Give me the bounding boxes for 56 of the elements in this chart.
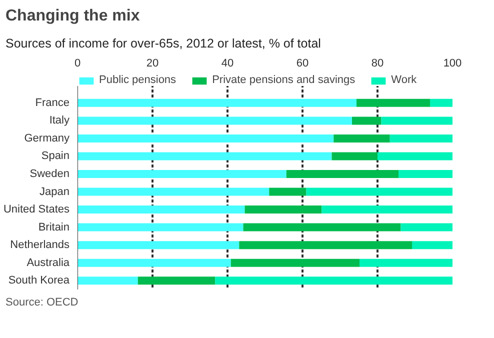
bar — [78, 116, 352, 125]
bar — [239, 241, 412, 250]
source-note: Source: OECD — [6, 296, 78, 308]
bar — [412, 241, 452, 250]
bar — [398, 170, 452, 178]
bar — [78, 152, 332, 160]
y-tick-label: Sweden — [30, 168, 70, 180]
bar — [381, 116, 452, 125]
y-tick-label: Australia — [26, 256, 70, 269]
y-tick-label: Spain — [41, 150, 70, 162]
bar — [430, 98, 452, 107]
bar — [138, 276, 216, 285]
bar — [352, 116, 382, 125]
bar — [244, 206, 322, 214]
chart-subtitle: Sources of income for over-65s, 2012 or latest, % of total — [6, 36, 321, 50]
bar — [78, 223, 244, 232]
y-tick-label: South Korea — [8, 274, 70, 287]
x-tick-label: 100 — [443, 58, 462, 70]
legend-label: Work — [391, 74, 417, 86]
bar — [322, 206, 452, 214]
x-tick-label: 60 — [296, 58, 309, 70]
bar — [78, 170, 286, 178]
bar — [78, 258, 231, 267]
x-tick-label: 80 — [371, 58, 384, 70]
legend-label: Public pensions — [99, 74, 176, 86]
bar — [78, 188, 270, 196]
x-tick-label: 40 — [221, 58, 234, 70]
y-tick-label: Netherlands — [10, 239, 70, 252]
bar — [334, 134, 390, 142]
bar — [78, 134, 334, 142]
bar — [360, 258, 452, 267]
y-tick-label: Germany — [24, 132, 70, 144]
y-tick-label: Italy — [49, 114, 70, 127]
bar — [243, 223, 401, 232]
y-tick-label: United States — [3, 204, 70, 216]
bar — [332, 152, 378, 160]
bar — [78, 241, 240, 250]
bar — [286, 170, 398, 178]
bar — [230, 258, 360, 267]
chart-title: Changing the mix — [6, 8, 140, 24]
bar — [356, 98, 430, 107]
bar — [78, 276, 138, 285]
bar — [269, 188, 306, 196]
bar — [378, 152, 452, 160]
y-tick-label: Britain — [38, 221, 70, 234]
y-tick-label: Japan — [40, 186, 70, 198]
y-tick-label: France — [35, 96, 70, 109]
bar — [215, 276, 452, 285]
x-tick-label: 20 — [146, 58, 159, 70]
legend-label: Private pensions and savings — [212, 74, 356, 86]
bar — [78, 98, 356, 107]
x-tick-label: 0 — [74, 58, 81, 70]
bar — [390, 134, 452, 142]
bar — [306, 188, 452, 196]
bar — [78, 206, 245, 214]
bar — [400, 223, 452, 232]
